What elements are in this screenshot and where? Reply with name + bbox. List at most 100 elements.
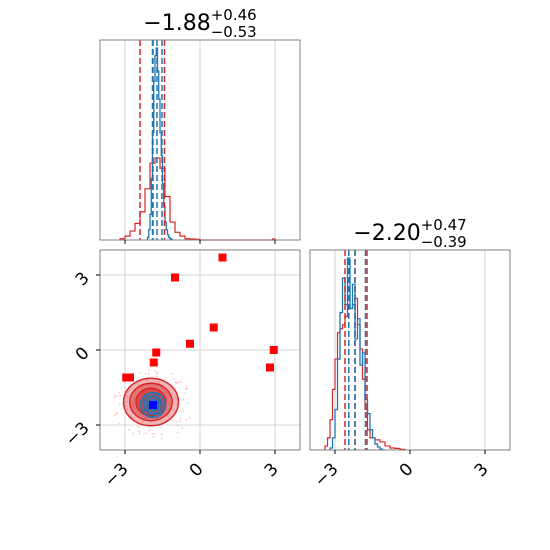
joint-red-sample-83 (179, 420, 182, 423)
joint-red-sample-106 (139, 371, 141, 374)
joint-red-sample-98 (143, 415, 146, 418)
joint-red-sample-89 (128, 428, 130, 431)
joint-red-sample-42 (157, 382, 160, 384)
joint-red-sample-139 (140, 386, 143, 388)
joint-red-sample-112 (132, 402, 134, 405)
joint-red-sample-99 (144, 417, 147, 420)
joint-red-square-5 (149, 358, 158, 367)
joint-red-sample-36 (147, 372, 150, 375)
joint-blue-sample-30 (158, 412, 161, 415)
joint-red-sample-1 (166, 392, 169, 395)
joint-red-square-8 (269, 346, 278, 354)
joint-red-sample-91 (181, 408, 184, 411)
joint-red-sample-58 (116, 411, 119, 414)
joint-red-sample-69 (186, 402, 189, 405)
joint-red-sample-111 (166, 396, 168, 399)
joint-red-sample-87 (160, 437, 163, 440)
joint-red-sample-113 (128, 389, 131, 392)
joint-red-square-4 (152, 348, 161, 357)
joint-red-sample-61 (146, 379, 149, 382)
marginal-p1-title-lower: −0.39 (421, 233, 467, 251)
joint-red-sample-52 (167, 401, 170, 404)
joint-blue-sample-37 (147, 413, 150, 416)
joint-red-sample-7 (132, 403, 135, 406)
joint-red-sample-80 (126, 408, 129, 411)
marginal-p1-blue-histogram (329, 257, 384, 450)
joint-red-sample-29 (138, 430, 141, 433)
joint-blue-sample-58 (153, 414, 157, 417)
joint-red-sample-37 (176, 431, 179, 434)
joint-red-sample-51 (168, 415, 171, 418)
joint-red-sample-93 (152, 435, 155, 438)
joint-red-sample-33 (126, 396, 129, 399)
joint-red-sample-124 (149, 429, 151, 432)
marginal-p1-red-histogram (324, 297, 406, 450)
joint-red-sample-26 (164, 391, 167, 394)
joint-red-sample-48 (116, 394, 118, 397)
joint-red-square-0 (218, 253, 227, 262)
joint-red-sample-50 (177, 381, 180, 384)
joint-red-sample-62 (174, 395, 176, 398)
joint-red-square-3 (186, 339, 194, 348)
joint-red-sample-97 (113, 396, 115, 399)
joint-red-square-2 (209, 323, 218, 332)
joint-truth-marker (149, 401, 157, 409)
joint-red-sample-134 (179, 417, 182, 420)
marginal-p1-title-upper: +0.47 (421, 216, 467, 234)
marginal-p0-title-upper: +0.46 (211, 6, 257, 24)
joint-red-sample-39 (151, 432, 154, 435)
joint-red-square-7 (122, 373, 131, 382)
joint-red-sample-126 (181, 426, 184, 429)
joint-red-sample-138 (182, 410, 185, 413)
joint-red-sample-70 (119, 394, 122, 397)
joint-red-sample-25 (153, 433, 156, 435)
joint-red-sample-135 (160, 433, 163, 436)
joint-red-sample-55 (156, 371, 159, 374)
joint-red-square-9 (266, 363, 274, 372)
joint-red-sample-77 (182, 398, 185, 401)
joint-red-sample-115 (184, 392, 186, 395)
joint-red-sample-15 (142, 420, 144, 423)
joint-blue-sample-85 (152, 393, 155, 396)
joint-red-square-1 (171, 273, 179, 282)
joint-red-sample-43 (138, 432, 141, 435)
marginal-p0-title-value: −1.88 (143, 11, 210, 36)
marginal-p0-title: −1.88+0.46 −0.53 (143, 6, 256, 41)
joint-red-sample-11 (188, 417, 191, 420)
joint-red-sample-82 (137, 425, 140, 428)
joint-blue-sample-68 (142, 399, 145, 402)
joint-red-sample-88 (113, 414, 116, 416)
joint-red-sample-45 (176, 403, 178, 405)
joint-red-sample-32 (118, 391, 120, 394)
joint-red-sample-85 (171, 419, 174, 422)
joint-red-sample-96 (175, 397, 177, 399)
joint-red-sample-125 (156, 375, 158, 378)
joint-red-sample-84 (114, 394, 116, 397)
joint-red-sample-5 (144, 373, 147, 375)
joint-red-sample-17 (133, 398, 136, 401)
marginal-p0-blue-histogram (146, 47, 174, 241)
joint-red-sample-110 (175, 420, 178, 423)
joint-red-sample-79 (115, 412, 118, 415)
joint-red-sample-72 (145, 432, 148, 435)
joint-red-sample-59 (160, 415, 163, 418)
joint-red-sample-86 (118, 403, 121, 406)
joint-red-sample-104 (165, 377, 167, 380)
joint-red-sample-128 (160, 425, 163, 428)
joint-red-sample-95 (177, 424, 180, 427)
joint-red-sample-81 (179, 380, 182, 383)
joint-red-sample-23 (132, 400, 135, 403)
marginal-p1-title-value: −2.20 (353, 221, 420, 246)
joint-red-sample-38 (185, 418, 188, 421)
marginal-p0-title-lower: −0.53 (211, 23, 257, 41)
joint-red-sample-54 (132, 432, 134, 435)
joint-red-sample-44 (147, 369, 150, 371)
joint-red-sample-68 (126, 400, 129, 403)
marginal-p1-title: −2.20+0.47 −0.39 (353, 216, 466, 251)
joint-red-sample-47 (185, 385, 188, 387)
joint-red-sample-16 (171, 372, 173, 375)
joint-red-sample-19 (172, 378, 174, 380)
joint-red-sample-105 (155, 373, 158, 376)
joint-blue-sample-64 (150, 410, 153, 414)
